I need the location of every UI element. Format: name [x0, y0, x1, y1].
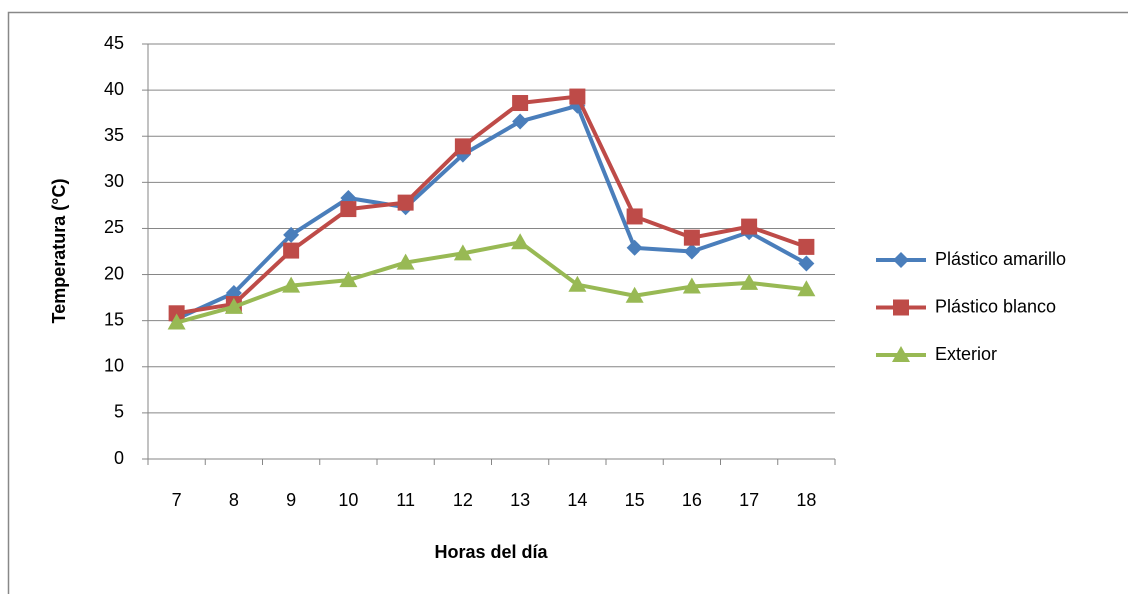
y-tick-label: 30 — [104, 171, 124, 191]
x-tick-label: 11 — [396, 490, 415, 510]
marker — [340, 201, 357, 218]
legend-label: Plástico blanco — [935, 296, 1056, 316]
legend-marker — [892, 346, 910, 362]
marker — [283, 226, 300, 243]
y-axis-title: Temperatura (°C) — [49, 179, 69, 324]
legend-marker — [893, 299, 909, 316]
y-tick-label: 0 — [114, 448, 124, 468]
x-tick-label: 7 — [172, 490, 182, 510]
series-line — [175, 103, 808, 321]
x-tick-label: 18 — [796, 490, 816, 510]
marker — [512, 95, 529, 112]
marker — [283, 242, 300, 259]
marker — [683, 243, 700, 260]
marker — [683, 229, 700, 246]
x-tick-label: 15 — [625, 490, 645, 510]
marker — [626, 239, 643, 256]
x-axis-title: Horas del día — [434, 542, 548, 562]
legend-marker — [893, 252, 909, 268]
series-line — [176, 240, 807, 325]
marker — [511, 233, 530, 250]
marker — [797, 280, 816, 297]
x-tick-label: 8 — [229, 490, 239, 510]
x-tick-label: 12 — [453, 490, 473, 510]
y-tick-label: 35 — [104, 125, 124, 145]
series-line — [176, 94, 808, 316]
x-tick-label: 9 — [286, 490, 296, 510]
marker — [741, 218, 758, 235]
marker — [569, 88, 586, 105]
marker — [396, 253, 415, 270]
marker — [626, 208, 643, 225]
y-tick-label: 20 — [104, 263, 124, 283]
marker — [168, 305, 185, 322]
y-tick-label: 25 — [104, 217, 124, 237]
y-tick-label: 45 — [104, 33, 124, 53]
y-tick-label: 10 — [104, 356, 124, 376]
x-tick-label: 16 — [682, 490, 702, 510]
marker — [339, 271, 358, 288]
x-tick-label: 14 — [567, 490, 587, 510]
marker — [798, 255, 815, 272]
marker — [453, 244, 472, 261]
marker — [282, 276, 301, 293]
legend-label: Plástico amarillo — [935, 249, 1066, 269]
marker — [454, 138, 471, 155]
y-tick-label: 15 — [104, 309, 124, 329]
marker — [224, 297, 243, 314]
x-tick-label: 13 — [510, 490, 530, 510]
y-tick-label: 40 — [104, 79, 124, 99]
x-tick-label: 17 — [739, 490, 759, 510]
marker — [625, 286, 644, 303]
marker — [512, 113, 529, 130]
marker — [167, 313, 186, 330]
marker — [682, 277, 701, 294]
legend-label: Exterior — [935, 344, 997, 364]
marker — [798, 238, 815, 255]
marker — [740, 273, 759, 290]
marker — [397, 194, 414, 211]
marker — [568, 275, 587, 292]
y-tick-label: 5 — [114, 402, 124, 422]
x-tick-label: 10 — [338, 490, 358, 510]
